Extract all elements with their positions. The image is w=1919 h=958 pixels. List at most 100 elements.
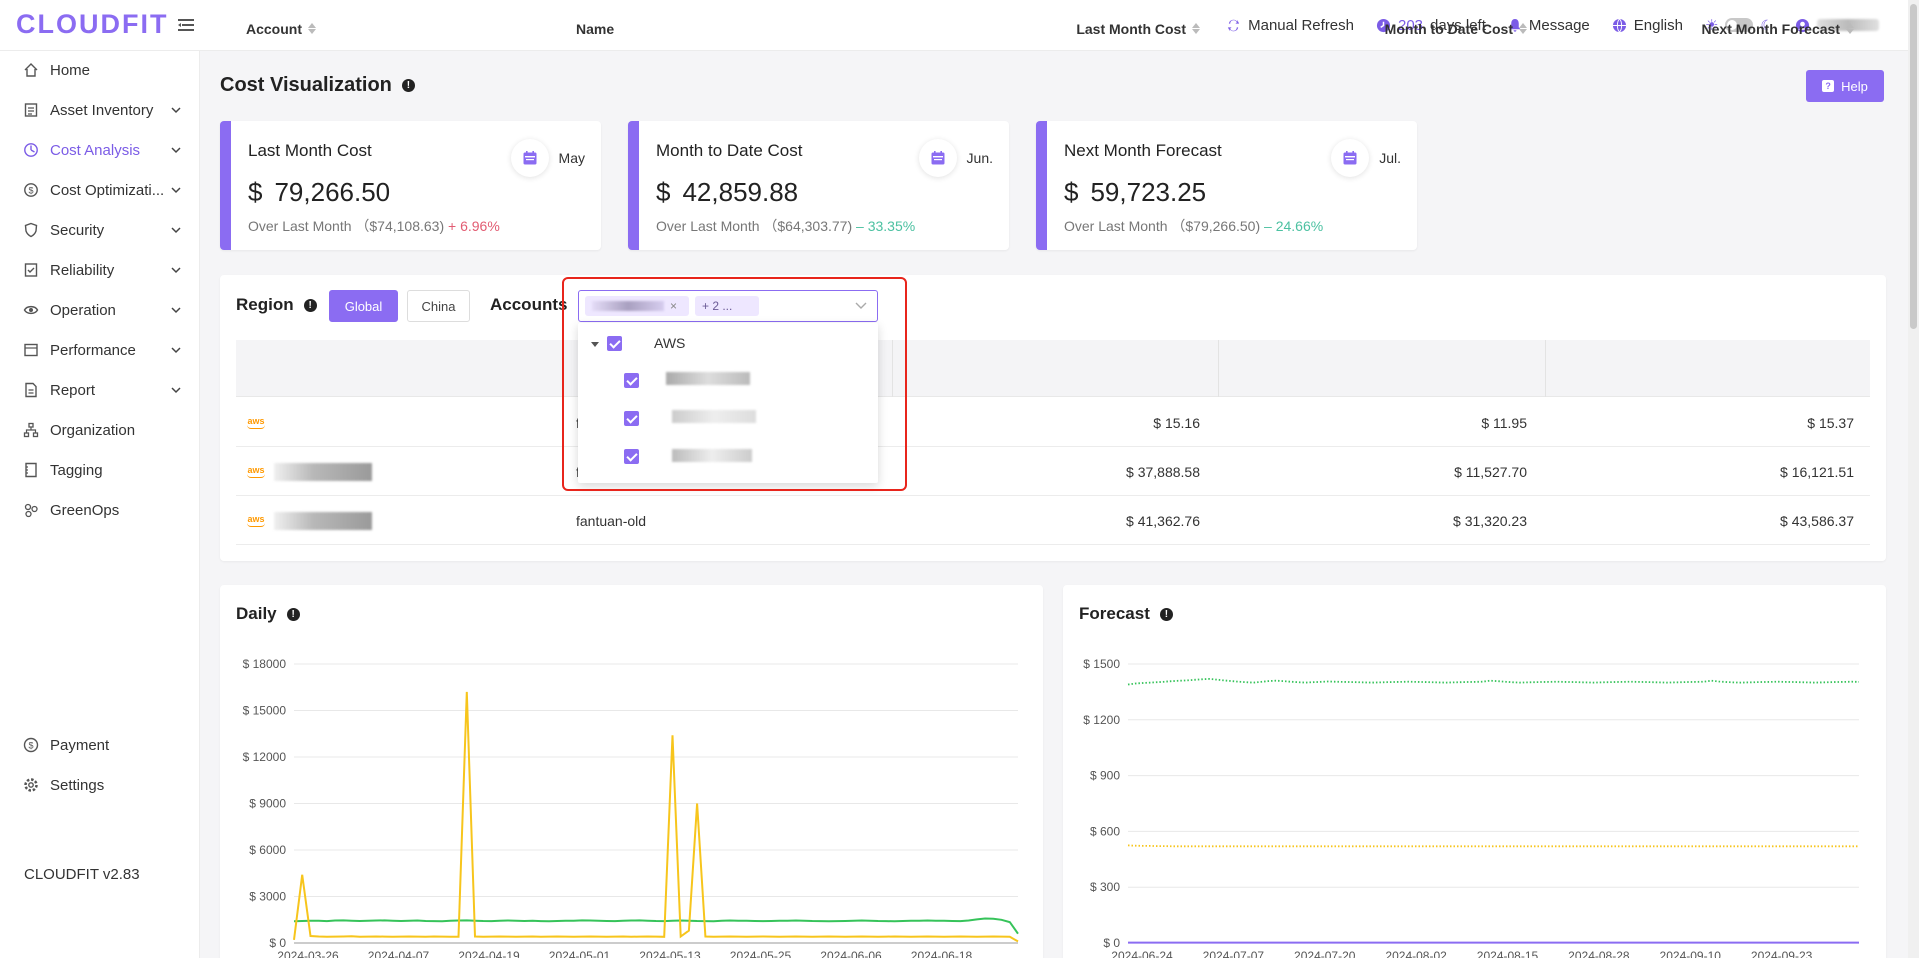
manual-refresh-button[interactable]: Manual Refresh [1226,17,1354,34]
info-icon[interactable]: ! [303,298,317,312]
account-option-label[interactable] [672,449,752,465]
account-option-checkbox[interactable] [624,373,639,388]
selected-account-tag[interactable]: × [585,296,689,316]
chevron-down-icon[interactable] [170,183,182,195]
series-line[interactable] [1127,677,1860,686]
sort-icon[interactable] [308,23,316,34]
account-option-redacted [666,372,750,385]
page-scrollbar[interactable] [1908,0,1919,958]
chevron-down-icon[interactable] [170,263,182,275]
column-header-name[interactable]: Name [576,0,614,57]
caret-down-icon[interactable] [591,342,599,348]
sidebar-item-organization[interactable]: Organization [0,415,200,445]
column-header-forecast[interactable]: Next Month Forecast [1545,0,1854,57]
menu-toggle-icon[interactable] [176,15,196,35]
chevron-down-icon[interactable] [170,303,182,315]
chevron-down-icon[interactable] [855,302,867,310]
question-icon: ? [1822,80,1835,92]
account-option-label[interactable] [666,372,750,388]
chevron-down-icon[interactable] [170,143,182,155]
info-icon[interactable]: ! [401,79,415,92]
calendar-icon [918,139,957,177]
column-divider [1545,340,1546,397]
column-header-account[interactable]: Account [246,0,316,57]
sidebar-item-home[interactable]: Home [0,55,200,85]
language-selector[interactable]: English [1612,17,1683,34]
column-header-mtd[interactable]: Month to Date Cost [1218,0,1527,57]
column-header-label: Account [246,20,302,37]
accounts-select[interactable]: × + 2 ... [578,290,878,322]
info-icon[interactable]: ! [1159,607,1173,621]
cost-card: Next Month Forecast Jul. $59,723.25 Over La… [1036,121,1417,250]
table-row[interactable]: aws f $ 37,888.58 $ 11,527.70 $ 16,121.51 [236,447,1870,496]
column-header-last-month[interactable]: Last Month Cost [892,0,1200,57]
currency-symbol: $ [656,177,671,207]
days-left-text: days left [1430,16,1486,34]
region-label: Region ! [236,295,317,315]
comparison-change: – 33.35% [856,218,916,234]
region-global-button[interactable]: Global [329,290,398,322]
y-tick-label: $ 9000 [249,797,286,811]
sidebar-item-tagging[interactable]: Tagging [0,455,200,485]
user-icon [1795,18,1810,32]
tag-close-icon[interactable]: × [670,299,678,313]
series-line[interactable] [1127,844,1859,848]
sort-icon[interactable] [1846,23,1854,34]
chevron-down-icon[interactable] [170,223,182,235]
sidebar-item-reliability[interactable]: Reliability [0,255,200,285]
y-tick-label: $ 1500 [1083,657,1120,671]
info-icon[interactable]: ! [286,607,300,621]
cost-card-title: Last Month Cost [248,141,372,160]
theme-toggle[interactable]: ☀ ☾ [1704,16,1773,35]
theme-switch[interactable] [1725,18,1754,32]
sidebar-item-performance[interactable]: Performance [0,335,200,365]
sort-icon[interactable] [1519,23,1527,34]
sidebar-item-payment[interactable]: $ Payment [0,730,200,760]
cost-card-month-badge: May [510,139,585,177]
greenops-icon [22,501,40,519]
cost-card-amount: $59,723.25 [1064,177,1206,208]
sort-icon[interactable] [1192,23,1200,34]
sidebar-item-asset-inventory[interactable]: Asset Inventory [0,95,200,125]
account-option-checkbox[interactable] [624,449,639,464]
y-tick-label: $ 12000 [243,750,287,764]
sidebar-item-label: Organization [50,421,136,439]
x-tick-label: 2024-06-06 [820,949,882,958]
sidebar-item-operation[interactable]: Operation [0,295,200,325]
sidebar-item-cost-optimizati[interactable]: $ Cost Optimizati... [0,175,200,205]
chevron-down-icon[interactable] [170,343,182,355]
help-button[interactable]: ? Help [1806,70,1884,102]
series-line[interactable] [293,691,1019,943]
chevron-down-icon[interactable] [170,383,182,395]
scrollbar-thumb[interactable] [1910,4,1917,329]
sidebar-item-cost-analysis[interactable]: Cost Analysis [0,135,200,165]
x-tick-label: 2024-07-07 [1203,949,1265,958]
region-china-button[interactable]: China [407,290,470,322]
daily-chart: $ 0 $ 3000 $ 6000 $ 9000 $ 12000 $ 15000 $ 180… [243,657,1019,958]
accounts-label: Accounts [490,295,568,314]
account-id-redacted [274,462,372,481]
comparison-previous: （$79,266.50) [1171,218,1261,234]
cost-card-amount: $79,266.50 [248,177,390,208]
aws-group-checkbox[interactable] [607,336,622,351]
message-button[interactable]: Message [1508,17,1590,34]
x-tick-label: 2024-09-10 [1660,949,1722,958]
sidebar-item-report[interactable]: Report [0,375,200,405]
sidebar-item-security[interactable]: Security [0,215,200,245]
sidebar-item-greenops[interactable]: GreenOps [0,495,200,525]
app-logo[interactable]: CLOUDFIT [16,9,169,39]
cost-card-month: Jun. [966,150,993,166]
series-line[interactable] [293,917,1019,935]
sun-icon: ☀ [1704,17,1719,34]
account-option-checkbox[interactable] [624,411,639,426]
table-row[interactable]: aws f $ 15.16 $ 11.95 $ 15.37 [236,398,1870,447]
account-option-label[interactable] [672,410,756,426]
daily-chart-title: Daily ! [236,604,300,624]
sidebar-item-settings[interactable]: Settings [0,770,200,800]
aws-logo-icon: aws [246,465,266,478]
selected-count-tag[interactable]: + 2 ... [695,296,759,316]
chevron-down-icon[interactable] [170,103,182,115]
table-row[interactable]: aws fantuan-old $ 41,362.76 $ 31,320.23 $ 43… [236,496,1870,545]
cost-card-month: Jul. [1379,150,1401,166]
home-icon [22,61,40,79]
